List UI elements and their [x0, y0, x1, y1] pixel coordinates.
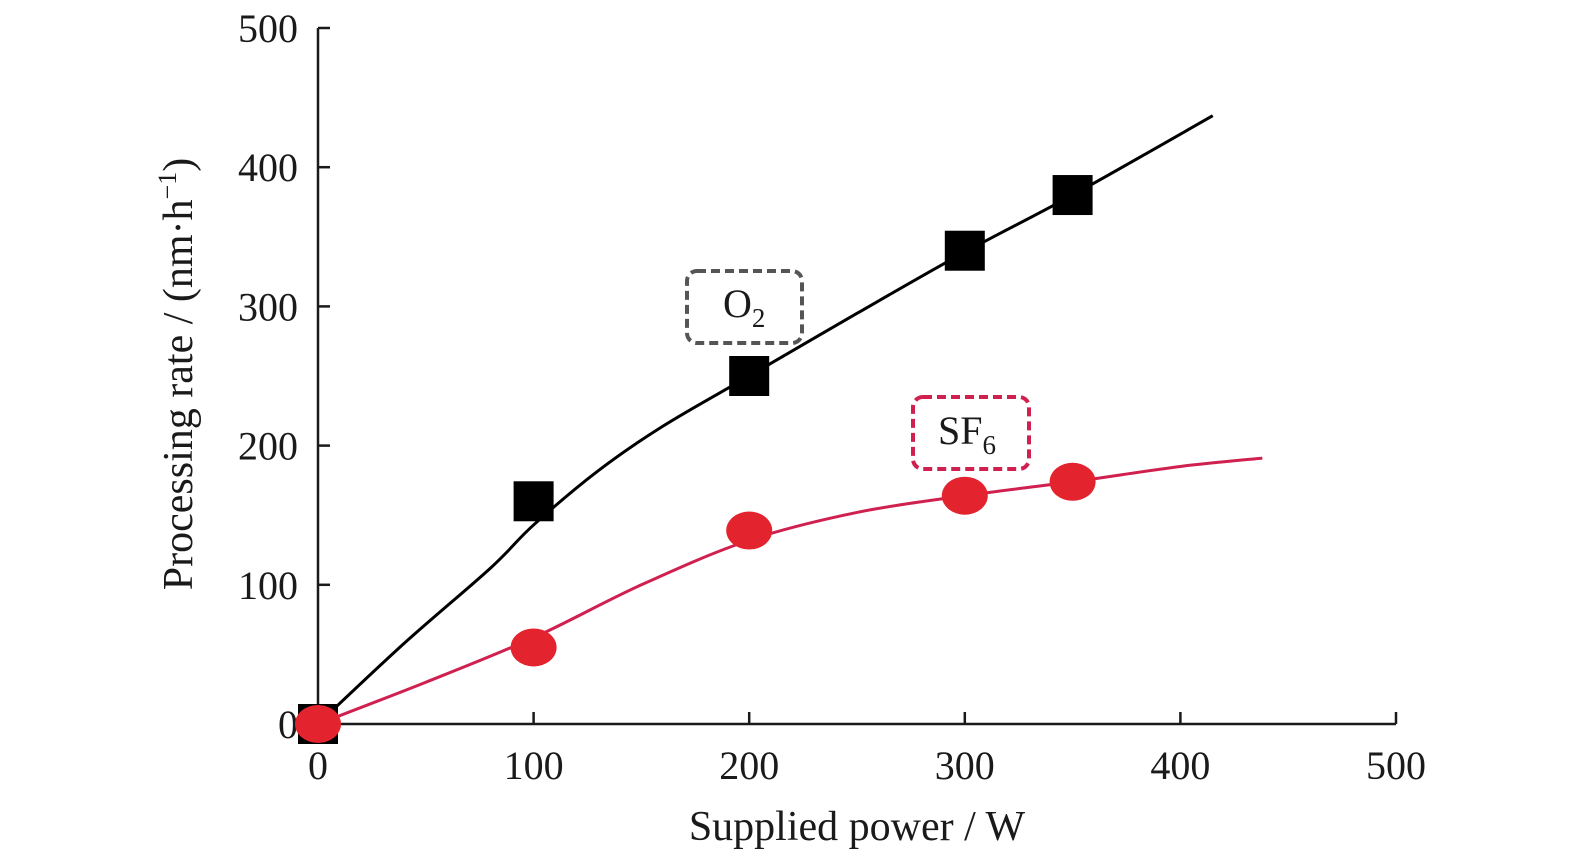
marker-sf6-point — [1049, 462, 1096, 501]
axes: 0 100 200 300 400 500 0 100 200 300 400 500 — [238, 6, 1426, 788]
marker-o2-point — [513, 481, 554, 522]
x-tick-label: 100 — [504, 743, 564, 788]
x-tick-label: 200 — [719, 743, 779, 788]
marker-sf6-point — [726, 511, 773, 550]
x-tick-label: 300 — [935, 743, 995, 788]
y-tick-label: 500 — [238, 6, 298, 51]
series-label-text-sf6: SF6 — [938, 408, 996, 460]
marker-sf6-point — [941, 476, 988, 515]
fit-curves — [316, 114, 1263, 726]
series-label-box-sf6 — [911, 395, 1031, 471]
marker-o2-point — [1052, 175, 1093, 216]
fit-curve-o2 — [316, 114, 1214, 726]
series-label-o2: O2 — [685, 269, 804, 345]
y-tick-label: 300 — [238, 284, 298, 329]
fit-curve-sf6 — [317, 456, 1263, 726]
x-axis-title: Supplied power / W — [689, 804, 1026, 850]
y-tick-label: 100 — [238, 563, 298, 608]
y-tick-label: 400 — [238, 145, 298, 190]
y-tick-label: 200 — [238, 424, 298, 469]
marker-sf6-point — [510, 628, 557, 667]
y-axis-title: Processing rate / (nm·h−1) — [153, 158, 202, 590]
marker-o2-point — [729, 356, 770, 396]
series-label-box-o2 — [685, 269, 804, 345]
marker-sf6-point — [295, 705, 341, 743]
series-label-text-o2: O2 — [723, 281, 765, 333]
data-markers — [295, 175, 1096, 744]
x-tick-label: 400 — [1150, 743, 1210, 788]
series-label-sf6: SF6 — [911, 395, 1031, 471]
x-tick-label: 500 — [1366, 743, 1426, 788]
y-tick-label: 0 — [278, 702, 298, 747]
marker-o2-point — [944, 230, 985, 271]
x-tick-label: 0 — [308, 743, 328, 788]
